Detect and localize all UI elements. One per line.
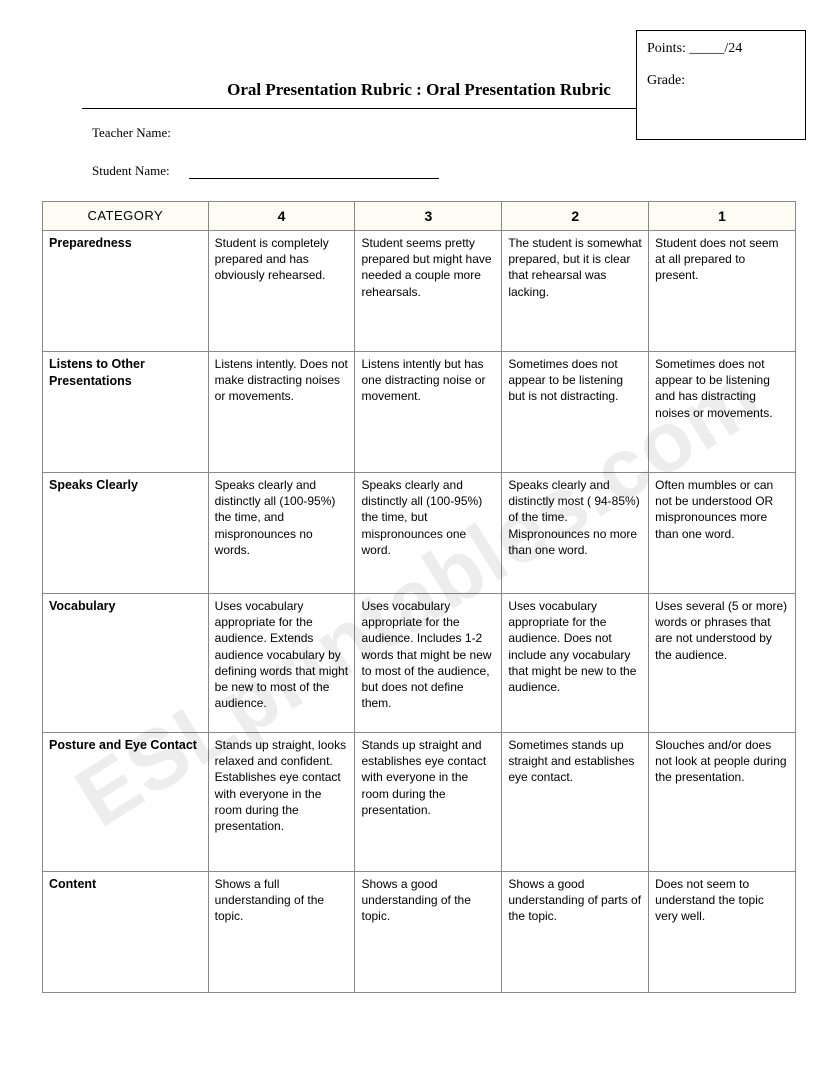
rubric-cell: Stands up straight and establishes eye c… — [355, 733, 502, 872]
rubric-cell: Speaks clearly and distinctly most ( 94-… — [502, 473, 649, 594]
rubric-cell: Speaks clearly and distinctly all (100-9… — [208, 473, 355, 594]
table-row: Speaks ClearlySpeaks clearly and distinc… — [43, 473, 796, 594]
table-row: Listens to Other PresentationsListens in… — [43, 352, 796, 473]
rubric-cell: Uses several (5 or more) words or phrase… — [649, 594, 796, 733]
rubric-cell: Shows a full understanding of the topic. — [208, 872, 355, 993]
category-cell: Listens to Other Presentations — [43, 352, 209, 473]
grade-label: Grade: — [647, 73, 795, 89]
score-header-3: 3 — [355, 202, 502, 231]
rubric-cell: Speaks clearly and distinctly all (100-9… — [355, 473, 502, 594]
score-header-2: 2 — [502, 202, 649, 231]
table-row: PreparednessStudent is completely prepar… — [43, 231, 796, 352]
score-header-1: 1 — [649, 202, 796, 231]
rubric-cell: Stands up straight, looks relaxed and co… — [208, 733, 355, 872]
student-name-line: Student Name: — [92, 163, 796, 179]
score-box: Points: _____/24 Grade: — [636, 30, 806, 140]
teacher-label: Teacher Name: — [92, 125, 171, 140]
category-cell: Vocabulary — [43, 594, 209, 733]
rubric-cell: Student seems pretty prepared but might … — [355, 231, 502, 352]
rubric-cell: Slouches and/or does not look at people … — [649, 733, 796, 872]
points-label: Points: _____/24 — [647, 41, 795, 57]
table-row: VocabularyUses vocabulary appropriate fo… — [43, 594, 796, 733]
category-cell: Posture and Eye Contact — [43, 733, 209, 872]
rubric-cell: Uses vocabulary appropriate for the audi… — [502, 594, 649, 733]
rubric-table: CATEGORY 4 3 2 1 PreparednessStudent is … — [42, 201, 796, 993]
category-cell: Preparedness — [43, 231, 209, 352]
score-header-4: 4 — [208, 202, 355, 231]
table-row: ContentShows a full understanding of the… — [43, 872, 796, 993]
rubric-cell: Student is completely prepared and has o… — [208, 231, 355, 352]
rubric-cell: Uses vocabulary appropriate for the audi… — [355, 594, 502, 733]
rubric-cell: Uses vocabulary appropriate for the audi… — [208, 594, 355, 733]
category-cell: Speaks Clearly — [43, 473, 209, 594]
category-header: CATEGORY — [43, 202, 209, 231]
student-label: Student Name: — [92, 163, 170, 178]
header-row: CATEGORY 4 3 2 1 — [43, 202, 796, 231]
category-cell: Content — [43, 872, 209, 993]
rubric-cell: Sometimes stands up straight and establi… — [502, 733, 649, 872]
rubric-cell: Often mumbles or can not be understood O… — [649, 473, 796, 594]
rubric-cell: The student is somewhat prepared, but it… — [502, 231, 649, 352]
rubric-cell: Shows a good understanding of parts of t… — [502, 872, 649, 993]
rubric-cell: Listens intently. Does not make distract… — [208, 352, 355, 473]
rubric-cell: Sometimes does not appear to be listenin… — [502, 352, 649, 473]
rubric-cell: Listens intently but has one distracting… — [355, 352, 502, 473]
rubric-cell: Sometimes does not appear to be listenin… — [649, 352, 796, 473]
rubric-cell: Shows a good understanding of the topic. — [355, 872, 502, 993]
rubric-cell: Does not seem to understand the topic ve… — [649, 872, 796, 993]
table-row: Posture and Eye ContactStands up straigh… — [43, 733, 796, 872]
rubric-cell: Student does not seem at all prepared to… — [649, 231, 796, 352]
student-name-underline — [189, 166, 439, 179]
